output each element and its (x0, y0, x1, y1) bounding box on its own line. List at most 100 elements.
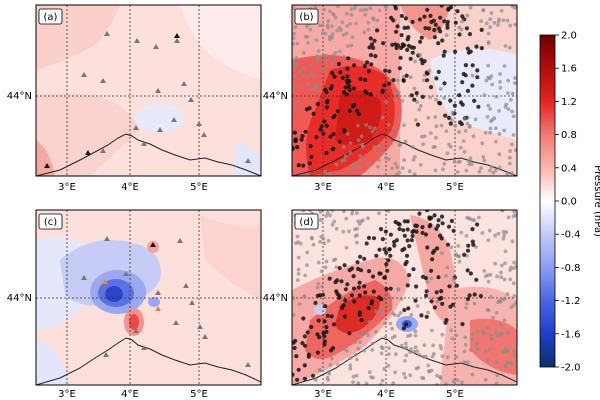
observation-point (402, 371, 406, 376)
panel-a-field (180, 5, 261, 80)
observation-point (402, 219, 407, 224)
observation-point (493, 261, 497, 266)
observation-point (488, 17, 493, 22)
observation-point (302, 295, 307, 299)
observation-point (440, 332, 445, 337)
observation-point (370, 274, 376, 279)
panel-c-label: (c) (44, 217, 57, 228)
panel-a: (a) 44°N 3°E 4°E 5°E (7, 4, 262, 193)
observation-point (407, 169, 412, 174)
panel-c-lon-label-3e: 3°E (58, 389, 76, 400)
observation-point (352, 6, 357, 11)
observation-point (458, 145, 463, 150)
panel-b-lon-label-5e: 5°E (446, 182, 464, 193)
observation-point (459, 380, 464, 385)
observation-point (483, 377, 488, 382)
observation-point (388, 321, 393, 326)
observation-point (428, 95, 433, 100)
observation-point (474, 277, 479, 282)
colorbar-tick-label: 1.6 (561, 64, 577, 75)
observation-point (305, 330, 310, 335)
colorbar-tick-label: -1.6 (561, 329, 581, 340)
observation-point (479, 27, 484, 32)
observation-point (406, 306, 411, 311)
observation-point (424, 354, 428, 359)
observation-point (448, 121, 453, 126)
observation-point (372, 145, 377, 149)
observation-point (349, 7, 354, 12)
observation-point (403, 139, 408, 144)
observation-point (357, 293, 362, 298)
observation-point (455, 170, 460, 174)
observation-point (366, 333, 371, 338)
observation-point (400, 166, 405, 171)
observation-point (426, 363, 431, 368)
observation-point (292, 109, 295, 114)
panel-a-lat-label: 44°N (7, 91, 32, 102)
observation-point (425, 78, 430, 83)
observation-point (350, 35, 355, 40)
observation-point (420, 61, 425, 66)
observation-point (434, 226, 439, 231)
observation-point (406, 334, 410, 338)
observation-point (424, 289, 429, 294)
observation-point (377, 211, 381, 216)
panel-d-field (410, 215, 457, 323)
observation-point (324, 123, 329, 128)
observation-point (449, 328, 454, 333)
observation-point (308, 27, 313, 32)
observation-point (511, 266, 516, 271)
observation-point (341, 33, 346, 37)
observation-point (509, 362, 514, 366)
observation-point (399, 297, 404, 301)
observation-point (292, 74, 296, 79)
observation-point (417, 17, 422, 22)
observation-point (344, 216, 349, 221)
observation-point (412, 172, 417, 176)
observation-point (366, 69, 371, 74)
observation-point (486, 238, 491, 243)
observation-point (482, 269, 487, 273)
observation-point (331, 12, 336, 17)
observation-point (415, 100, 420, 104)
observation-point (425, 245, 430, 250)
observation-point (353, 227, 357, 232)
observation-point (347, 331, 352, 336)
observation-point (447, 284, 452, 289)
observation-point (350, 210, 355, 213)
observation-point (434, 97, 438, 102)
observation-point (509, 171, 514, 176)
panel-b-field (400, 5, 450, 40)
observation-point (356, 138, 361, 143)
observation-point (325, 23, 330, 28)
observation-point (502, 277, 507, 282)
observation-point (335, 109, 340, 114)
observation-point (465, 88, 471, 93)
observation-point (348, 150, 353, 155)
observation-point (420, 376, 424, 380)
observation-point (342, 263, 347, 268)
observation-point (342, 210, 346, 214)
observation-point (296, 367, 301, 372)
observation-point (428, 85, 434, 90)
observation-point (347, 87, 352, 92)
observation-point (384, 5, 389, 9)
observation-point (437, 233, 443, 238)
observation-point (459, 230, 464, 235)
observation-point (304, 107, 309, 112)
observation-point (485, 115, 490, 119)
observation-point (333, 15, 338, 20)
observation-point (322, 241, 327, 246)
observation-point (438, 15, 443, 20)
observation-point (393, 42, 398, 47)
observation-point (431, 145, 436, 150)
observation-point (429, 328, 434, 333)
observation-point (362, 331, 367, 336)
observation-point (424, 314, 429, 319)
observation-point (326, 19, 331, 24)
observation-point (502, 233, 506, 238)
observation-point (384, 156, 388, 160)
observation-point (511, 114, 516, 119)
panel-a-field (36, 140, 55, 176)
